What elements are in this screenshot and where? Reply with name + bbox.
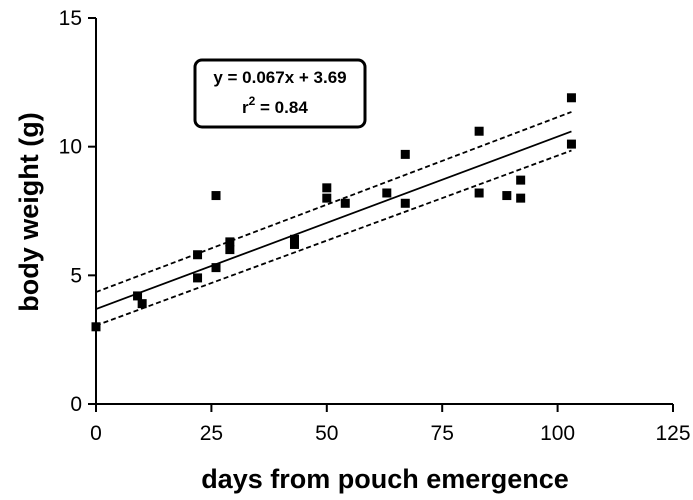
data-point [225, 237, 235, 247]
x-axis-title: days from pouch emergence [201, 464, 569, 494]
data-point [474, 188, 484, 198]
equation-annotation: y = 0.067x + 3.69 r2 = 0.84 [193, 58, 367, 129]
data-point [322, 183, 332, 193]
data-point [382, 188, 392, 198]
confidence-band-upper [95, 111, 572, 293]
y-tick-label: 10 [59, 136, 82, 159]
data-point [137, 299, 147, 309]
data-point [133, 291, 143, 301]
data-point [289, 239, 299, 249]
y-axis-title: body weight (g) [14, 112, 44, 311]
equation-text: y = 0.067x + 3.69 [213, 68, 346, 87]
data-point [193, 250, 203, 260]
data-point [516, 193, 526, 203]
data-point [322, 193, 332, 203]
x-tick-label: 25 [200, 422, 223, 445]
regression-line [95, 130, 572, 310]
data-point [340, 198, 350, 208]
data-point [193, 273, 203, 283]
y-tick-label: 5 [70, 264, 82, 287]
x-tick-label: 75 [431, 422, 454, 445]
confidence-band-lower [95, 149, 572, 327]
data-point [516, 175, 526, 185]
x-tick-label: 125 [655, 422, 690, 445]
y-tick-label: 0 [70, 393, 82, 416]
x-tick-label: 0 [90, 422, 102, 445]
x-tick-label: 50 [315, 422, 338, 445]
data-point [289, 234, 299, 244]
data-point [211, 191, 221, 201]
data-point [566, 93, 576, 103]
data-point [566, 139, 576, 149]
data-point [91, 322, 101, 332]
data-point [225, 245, 235, 255]
y-axis-ticks: 0 5 10 15 [59, 7, 96, 416]
r-squared-text: r2 = 0.84 [242, 94, 308, 117]
x-axis-ticks: 0 25 50 75 100 125 [90, 404, 691, 445]
data-points [91, 93, 576, 332]
data-point [502, 191, 512, 201]
data-point [211, 263, 221, 273]
x-tick-label: 100 [540, 422, 575, 445]
data-point [474, 126, 484, 136]
data-point [400, 198, 410, 208]
equation-box [193, 58, 367, 129]
data-point [400, 149, 410, 159]
y-tick-label: 15 [59, 7, 82, 30]
